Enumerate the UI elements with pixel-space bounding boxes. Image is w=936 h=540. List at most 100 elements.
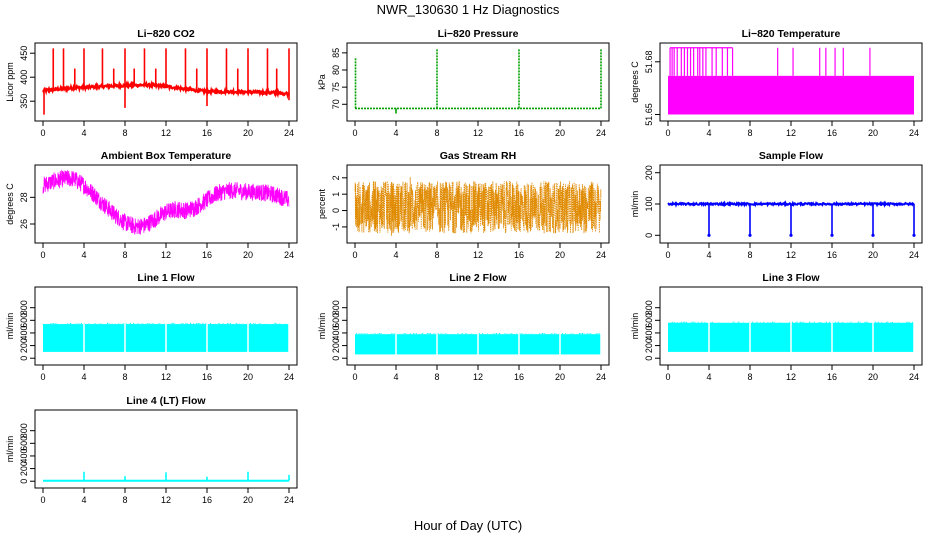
x-tick-label: 8: [434, 128, 439, 138]
x-tick-label: 24: [596, 128, 606, 138]
series-sample_flow: [667, 200, 916, 237]
x-tick-label: 4: [706, 128, 711, 138]
x-tick-label: 20: [868, 250, 878, 260]
x-tick-label: 8: [434, 372, 439, 382]
series-rh: [354, 177, 602, 236]
x-tick-label: 8: [747, 372, 752, 382]
x-tick-label: 12: [786, 372, 796, 382]
y-axis-label: Licor ppm: [5, 62, 15, 102]
panel-frame: [34, 164, 298, 244]
series-line3: [667, 321, 915, 353]
panel-sample_flow: Sample Flow 0 4 8 12 16 20 24 0 100 200 ml/min: [630, 150, 923, 260]
panel-frame: [346, 42, 610, 122]
y-tick-label: -1: [331, 223, 341, 231]
panel-pressure: Li−820 Pressure 0 4 8 12 16 20 24 70 75 80 85 kPa: [317, 28, 610, 138]
x-tick-label: 24: [596, 372, 606, 382]
x-tick-label: 0: [352, 128, 357, 138]
panel-title: Line 3 Flow: [762, 272, 820, 284]
x-tick-label: 12: [473, 372, 483, 382]
y-tick-label: 0: [644, 356, 654, 361]
x-tick-label: 12: [473, 128, 483, 138]
y-tick-label: 200: [644, 165, 654, 180]
licor-temp-band: [668, 75, 914, 115]
x-tick-label: 16: [514, 372, 524, 382]
x-tick-label: 12: [786, 128, 796, 138]
y-tick-label: 100: [644, 196, 654, 211]
y-axis-label: ml/min: [630, 191, 640, 218]
x-tick-label: 16: [202, 495, 212, 505]
y-tick-label: 800: [644, 300, 654, 315]
sample-flow-dip-point: [912, 233, 916, 237]
x-tick-label: 4: [706, 250, 711, 260]
y-tick-label: 400: [19, 70, 29, 85]
x-tick-label: 8: [122, 372, 127, 382]
panel-line4: Line 4 (LT) Flow 0 4 8 12 16 20 24 0 200400600800…: [5, 395, 298, 505]
x-tick-label: 24: [596, 250, 606, 260]
x-tick-label: 8: [122, 250, 127, 260]
y-tick-label: 800: [19, 423, 29, 438]
y-axis-label: kPa: [317, 74, 327, 90]
y-axis-label: ml/min: [5, 436, 15, 463]
box-temp-line: [42, 169, 290, 235]
x-tick-label: 0: [665, 372, 670, 382]
x-tick-label: 12: [473, 250, 483, 260]
x-tick-label: 24: [909, 250, 919, 260]
x-tick-label: 20: [868, 128, 878, 138]
y-axis-label: degrees C: [5, 183, 15, 225]
y-axis-label: ml/min: [5, 313, 15, 340]
x-tick-label: 24: [284, 495, 294, 505]
series-pressure: [354, 49, 602, 114]
x-axis-label: Hour of Day (UTC): [413, 518, 523, 533]
panel-title: Li−820 Pressure: [438, 28, 519, 40]
y-tick-label: 450: [19, 46, 29, 61]
y-tick-label: 200: [331, 338, 341, 353]
x-tick-label: 12: [161, 372, 171, 382]
panel-title: Li−820 CO2: [137, 28, 195, 40]
y-tick-label: 51.68: [644, 51, 654, 74]
x-tick-label: 12: [161, 128, 171, 138]
x-tick-label: 20: [555, 372, 565, 382]
x-tick-label: 16: [827, 372, 837, 382]
panel-co2: Li−820 CO2 0 4 8 12 16 20 24 350 400 450 Licor ppm: [5, 28, 298, 138]
x-tick-label: 12: [161, 250, 171, 260]
sample-flow-dip-point: [748, 233, 752, 237]
y-tick-label: 600: [644, 313, 654, 328]
x-tick-label: 4: [81, 128, 86, 138]
sample-flow-dip-point: [707, 233, 711, 237]
x-tick-label: 8: [122, 128, 127, 138]
x-tick-label: 20: [243, 128, 253, 138]
y-tick-label: 75: [331, 82, 341, 92]
y-tick-label: 600: [19, 436, 29, 451]
x-tick-label: 24: [909, 128, 919, 138]
x-tick-label: 16: [827, 128, 837, 138]
panel-title: Line 1 Flow: [137, 272, 195, 284]
x-tick-label: 16: [202, 128, 212, 138]
x-tick-label: 24: [284, 250, 294, 260]
panel-title: Ambient Box Temperature: [101, 150, 232, 162]
x-tick-label: 0: [40, 495, 45, 505]
y-tick-label: 1: [331, 192, 341, 197]
y-tick-label: 200: [644, 338, 654, 353]
y-tick-label: 800: [19, 300, 29, 315]
x-tick-label: 16: [202, 250, 212, 260]
y-tick-label: 51.65: [644, 103, 654, 126]
x-tick-label: 20: [555, 250, 565, 260]
x-tick-label: 8: [434, 250, 439, 260]
x-tick-label: 0: [352, 250, 357, 260]
x-tick-label: 12: [786, 250, 796, 260]
y-tick-label: 85: [331, 48, 341, 58]
y-axis-label: degrees C: [630, 61, 640, 103]
x-tick-label: 8: [747, 250, 752, 260]
x-tick-label: 24: [284, 372, 294, 382]
y-tick-label: 0: [644, 233, 654, 238]
sample-flow-dip-point: [871, 233, 875, 237]
y-tick-label: 350: [19, 94, 29, 109]
y-tick-label: 0: [331, 208, 341, 213]
y-tick-label: 400: [19, 325, 29, 340]
x-tick-label: 0: [40, 250, 45, 260]
y-tick-label: 200: [19, 461, 29, 476]
x-tick-label: 0: [40, 128, 45, 138]
